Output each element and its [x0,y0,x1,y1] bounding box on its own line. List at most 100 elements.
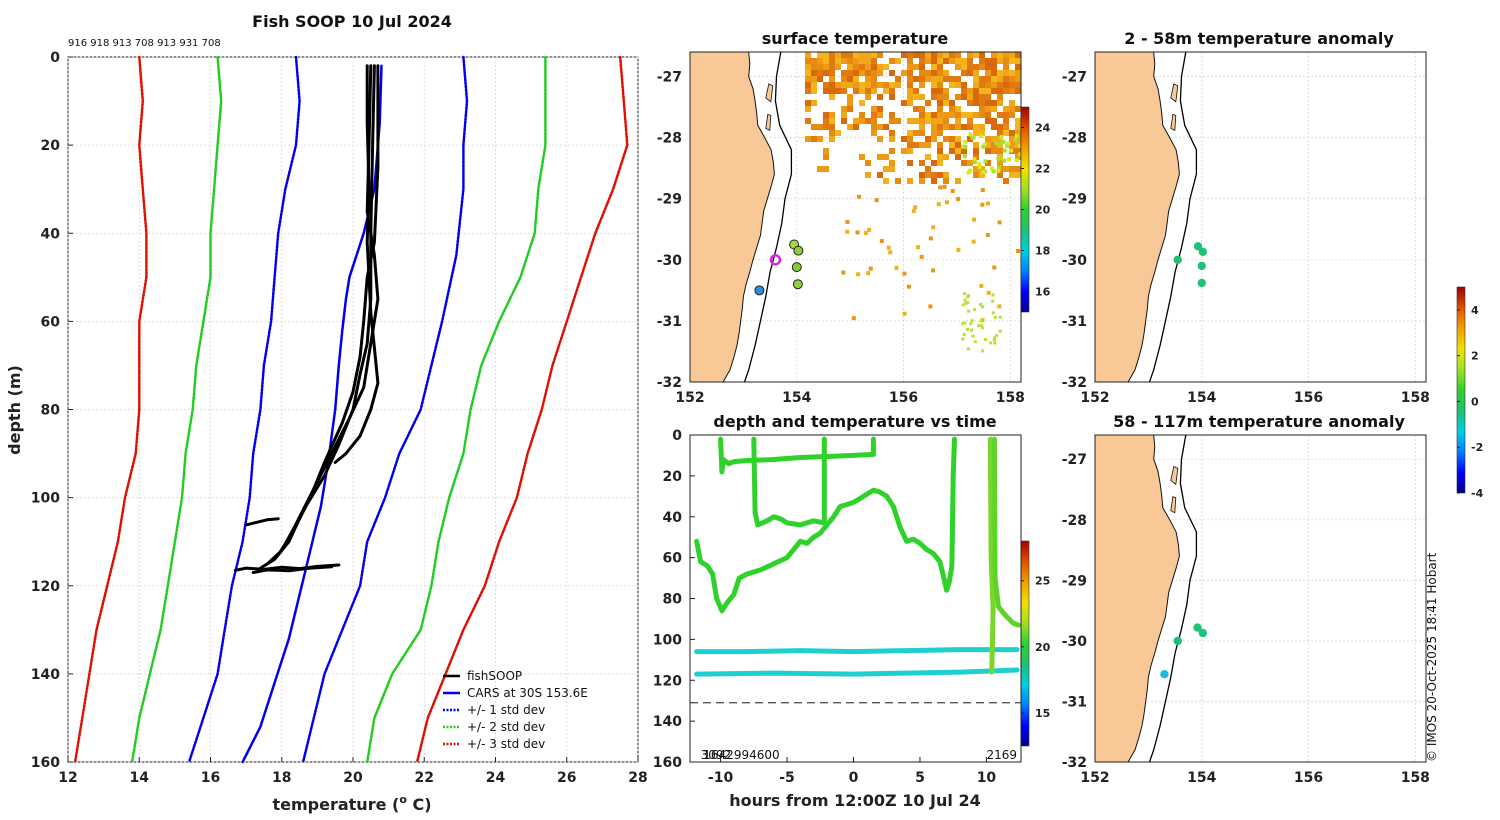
sst-pixel [937,118,943,124]
timeseries-ytick-label: 80 [663,592,683,608]
coastline [722,51,775,383]
sst-pixel [991,136,997,142]
sst-pixel [931,118,937,124]
sst-pixel [973,112,979,118]
sst-pixel [925,76,931,82]
sst-pixel [841,52,847,58]
sst-pixel [995,334,999,338]
sst-pixel [993,336,997,340]
sst-pixel [913,88,919,94]
timeseries-ytick-label: 140 [653,714,682,730]
sst-pixel [949,106,955,112]
sst-pixel [931,130,937,136]
sst-pixel [1003,58,1009,64]
sst-pixel [968,132,973,137]
map-xtick-label: 152 [1080,390,1109,406]
sst-pixel [919,52,925,58]
sst-pixel [997,160,1003,166]
sst-pixel [991,106,997,112]
sst-pixel [829,52,835,58]
sst-pixel [868,266,873,271]
sst-pixel [907,94,913,100]
map-xtick-label: 154 [1187,390,1216,406]
surface-temperature-map: surface temperature 152 154 156 158 -27 -28 -2… [657,29,1051,406]
sst-pixel [955,178,961,184]
map-ytick-label: -32 [1062,755,1087,771]
profile-xtick-label: 20 [343,770,363,786]
sst-pixel [962,154,967,159]
sst-pixel [883,166,889,172]
sst-pixel [847,106,853,112]
sst-pixel [1015,154,1021,160]
sst-pixel [971,239,976,244]
sst-pixel [981,144,986,149]
sst-pixel [980,188,985,193]
shallow-anomaly-map: 2 - 58m temperature anomaly 152 154 156 158… [1062,29,1430,406]
anomaly-colorbar-tick-label: 4 [1471,304,1479,317]
sst-pixel [865,64,871,70]
sst-pixel [894,265,899,270]
sst-pixel [1009,76,1015,82]
sst-pixel [979,130,985,136]
sst-pixel [967,58,973,64]
sst-pixel [811,124,817,130]
sst-pixel [919,64,925,70]
sst-pixel [919,70,925,76]
sst-pixel [943,124,949,130]
sst-pixel [973,70,979,76]
sst-pixel [973,64,979,70]
sst-pixel [997,100,1003,106]
sst-pixel [997,94,1003,100]
sst-pixel [883,88,889,94]
timeseries-ytick-label: 100 [653,632,682,648]
sst-pixel [871,112,877,118]
sst-pixel [865,58,871,64]
sst-pixel [1003,124,1009,130]
sst-pixel [986,290,991,295]
map-ytick-label: -28 [1062,131,1087,147]
sst-pixel [1009,136,1015,142]
timeseries-ytick-label: 40 [663,510,683,526]
profile-ytick-label: 80 [41,403,61,419]
sst-pixel [973,100,979,106]
sst-pixel [925,118,931,124]
sst-pixel [1003,88,1009,94]
sst-pixel [998,141,1003,146]
profile-xtick-label: 18 [272,770,291,786]
sst-pixel [937,70,943,76]
sst-pixel [966,347,970,351]
sst-pixel [937,100,943,106]
sst-pixel [1013,137,1018,142]
sst-pixel [925,166,931,172]
sst-pixel [889,160,895,166]
profile-plot: 12 14 16 18 20 22 24 26 28020406080100120140160 … [5,12,648,814]
map-xtick-label: 154 [782,390,811,406]
sst-pixel [985,100,991,106]
sst-pixel [1003,130,1009,136]
sst-pixel [919,82,925,88]
sst-colorbar-tick-label: 16 [1035,286,1051,299]
sst-pixel [877,172,883,178]
island [765,83,774,103]
sst-pixel [979,64,985,70]
sst-pixel [886,245,891,250]
timeseries-xtick-label: -10 [708,770,734,786]
sst-pixel [907,130,913,136]
sst-pixel [973,308,977,312]
sst-pixel [902,311,907,316]
sst-pixel [931,64,937,70]
sst-pixel [1009,70,1015,76]
sst-pixel [913,205,918,210]
sst-pixel [859,82,865,88]
station-marker [792,279,803,290]
sst-pixel [992,338,996,342]
sst-pixel [949,76,955,82]
sst-pixel [823,82,829,88]
sst-pixel [829,64,835,70]
profile-xtick-label: 22 [415,770,434,786]
sst-pixel [992,265,997,270]
sst-pixel [856,272,861,277]
sst-pixel [967,294,971,298]
sst-pixel [883,124,889,130]
sst-pixel [998,329,1002,333]
